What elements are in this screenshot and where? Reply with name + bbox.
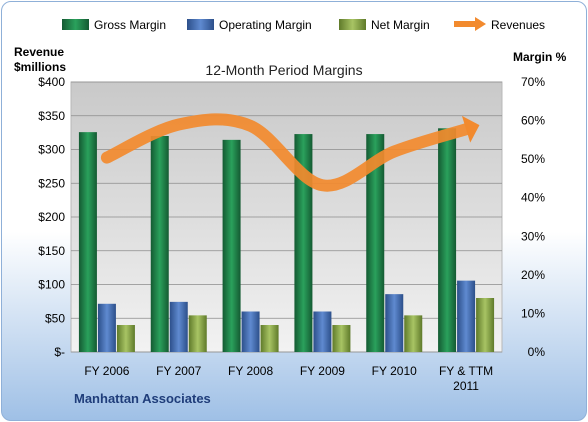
left-tick-label: $400 [38, 75, 65, 89]
left-tick-label: $- [54, 345, 65, 359]
right-tick-label: 10% [521, 306, 545, 320]
bar-operating-margin [385, 294, 404, 352]
right-tick-label: 70% [521, 75, 545, 89]
left-tick-label: $300 [38, 143, 65, 157]
bar-operating-margin [457, 280, 476, 352]
right-axis-label: Margin % [513, 50, 567, 64]
legend-label-net-margin: Net Margin [371, 18, 430, 32]
x-axis-labels: FY 2006 FY 2007 FY 2008 FY 2009 FY 2010 FY & … [84, 364, 493, 393]
bar-gross-margin [78, 132, 97, 352]
legend-swatch-operating-margin [187, 19, 214, 30]
left-axis-label-line-2: $millions [14, 60, 66, 74]
revenue-line [100, 113, 480, 192]
right-tick-label: 30% [521, 229, 545, 243]
left-tick-label: $350 [38, 109, 65, 123]
x-tick-label: FY 2006 [84, 364, 129, 378]
left-axis-ticks: $- $50 $100 $150 $200 $250 $300 $350 $400 [38, 75, 65, 359]
legend-label-gross-margin: Gross Margin [94, 18, 166, 32]
legend-label-revenues: Revenues [491, 18, 545, 32]
bar-operating-margin [169, 301, 188, 352]
bar-gross-margin [150, 136, 169, 352]
x-tick-label: FY 2007 [156, 364, 201, 378]
legend-label-operating-margin: Operating Margin [219, 18, 312, 32]
left-tick-label: $100 [38, 278, 65, 292]
x-tick-label: FY 2009 [300, 364, 345, 378]
legend-swatch-gross-margin [62, 19, 89, 30]
x-tick-label: FY & TTM 2011 [439, 364, 493, 393]
left-tick-label: $200 [38, 210, 65, 224]
bars [78, 128, 495, 352]
revenue-arrowhead [461, 115, 480, 143]
bar-net-margin [188, 315, 207, 352]
bar-operating-margin [241, 311, 260, 352]
left-axis-label-line-1: Revenue [14, 45, 64, 59]
bar-gross-margin [438, 128, 457, 352]
right-tick-label: 60% [521, 114, 545, 128]
chart-title: 12-Month Period Margins [205, 62, 362, 78]
bar-net-margin [332, 325, 351, 352]
revenue-line-path [100, 113, 473, 192]
legend: Gross Margin Operating Margin Net Margin… [62, 17, 545, 32]
left-tick-label: $150 [38, 244, 65, 258]
right-tick-label: 50% [521, 152, 545, 166]
left-tick-label: $50 [45, 311, 65, 325]
x-tick-label: FY 2008 [228, 364, 273, 378]
legend-swatch-net-margin [339, 19, 366, 30]
right-axis-ticks: 0% 10% 20% 30% 40% 50% 60% 70% [521, 75, 545, 359]
gridlines [71, 81, 502, 353]
bar-net-margin [116, 325, 135, 352]
bar-gross-margin [366, 134, 385, 352]
bar-net-margin [260, 325, 279, 352]
bar-operating-margin [97, 303, 116, 352]
bar-operating-margin [313, 311, 332, 352]
left-tick-label: $250 [38, 176, 65, 190]
bar-net-margin [476, 298, 495, 352]
right-tick-label: 40% [521, 191, 545, 205]
bar-gross-margin [294, 134, 313, 352]
bar-gross-margin [222, 139, 241, 352]
bar-net-margin [404, 315, 423, 352]
company-name: Manhattan Associates [74, 391, 211, 406]
right-tick-label: 0% [528, 345, 546, 359]
x-tick-label: FY 2010 [372, 364, 417, 378]
legend-swatch-revenues [454, 17, 486, 31]
right-tick-label: 20% [521, 268, 545, 282]
